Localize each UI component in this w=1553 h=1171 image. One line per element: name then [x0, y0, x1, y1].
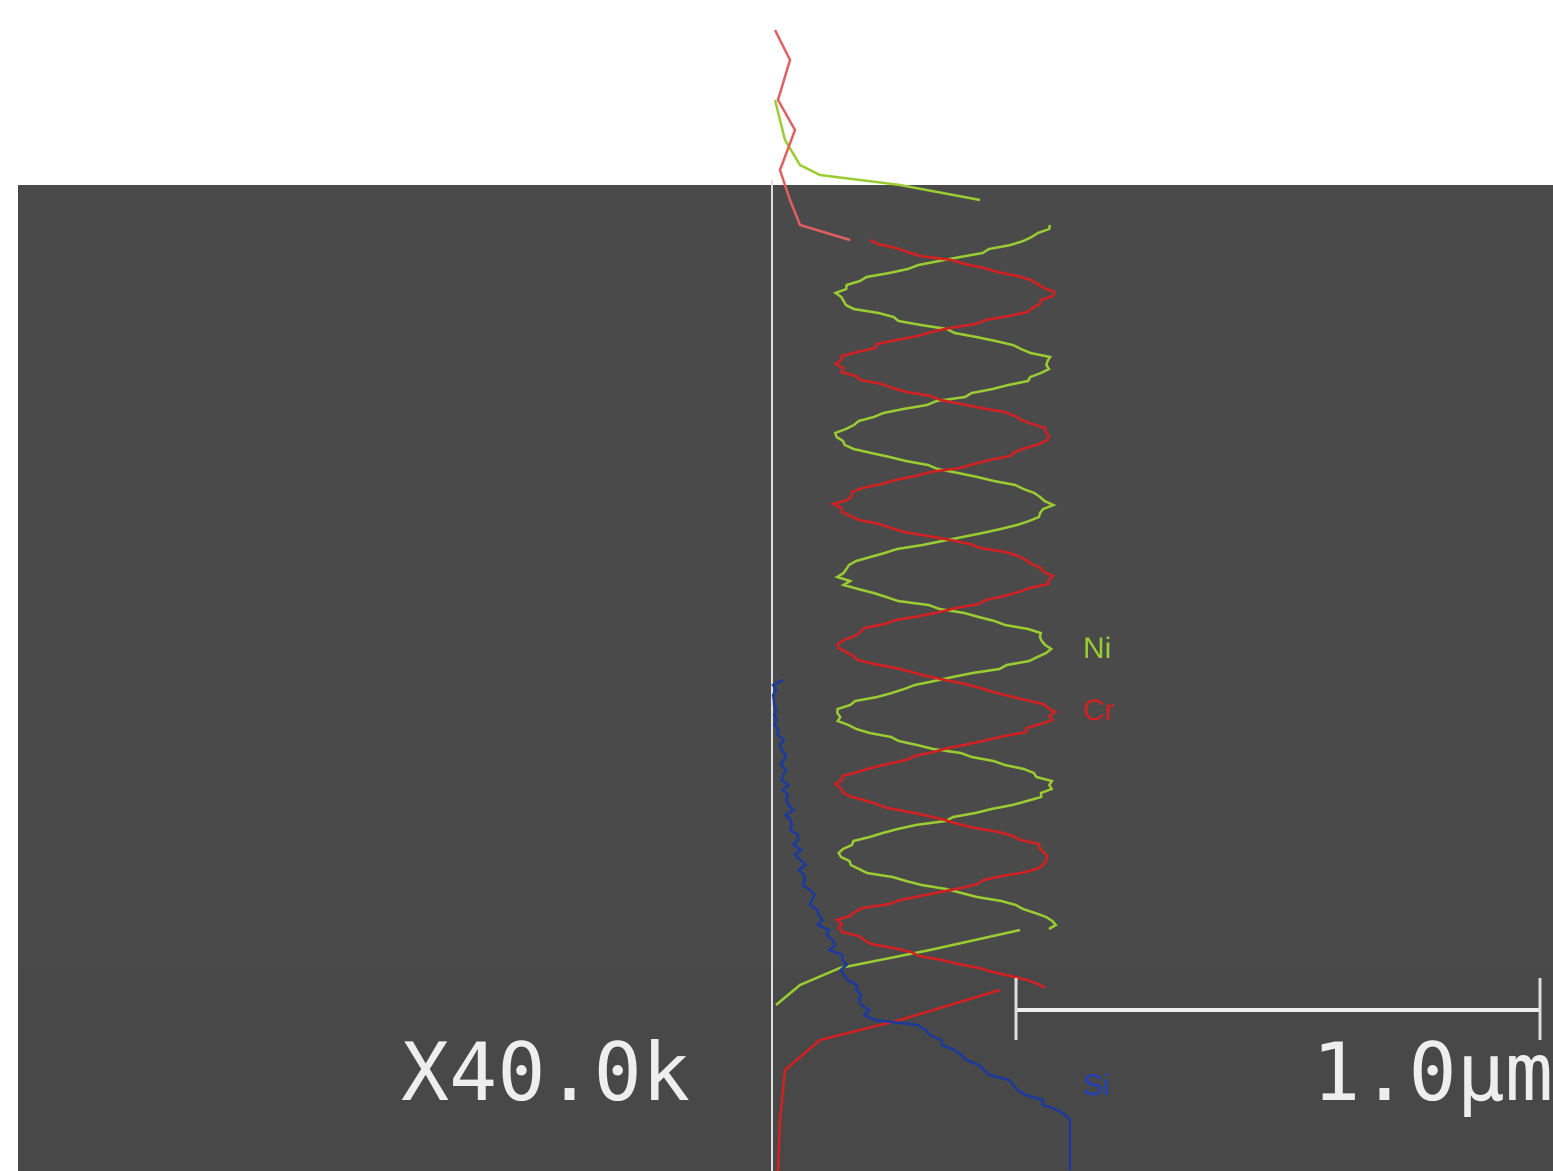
page: X40.0k 1.0µm Ni Cr Si (() => { const dat… — [0, 0, 1553, 1171]
element-label: Cr — [1083, 694, 1115, 727]
multilayer — [18, 185, 1553, 970]
scale-label: 1.0µm — [1312, 1026, 1553, 1119]
sem-image: X40.0k 1.0µm Ni Cr Si — [0, 0, 1553, 1171]
magnification: X40.0k — [401, 1026, 690, 1119]
element-label: Ni — [1083, 632, 1111, 665]
element-label: Si — [1083, 1069, 1110, 1102]
